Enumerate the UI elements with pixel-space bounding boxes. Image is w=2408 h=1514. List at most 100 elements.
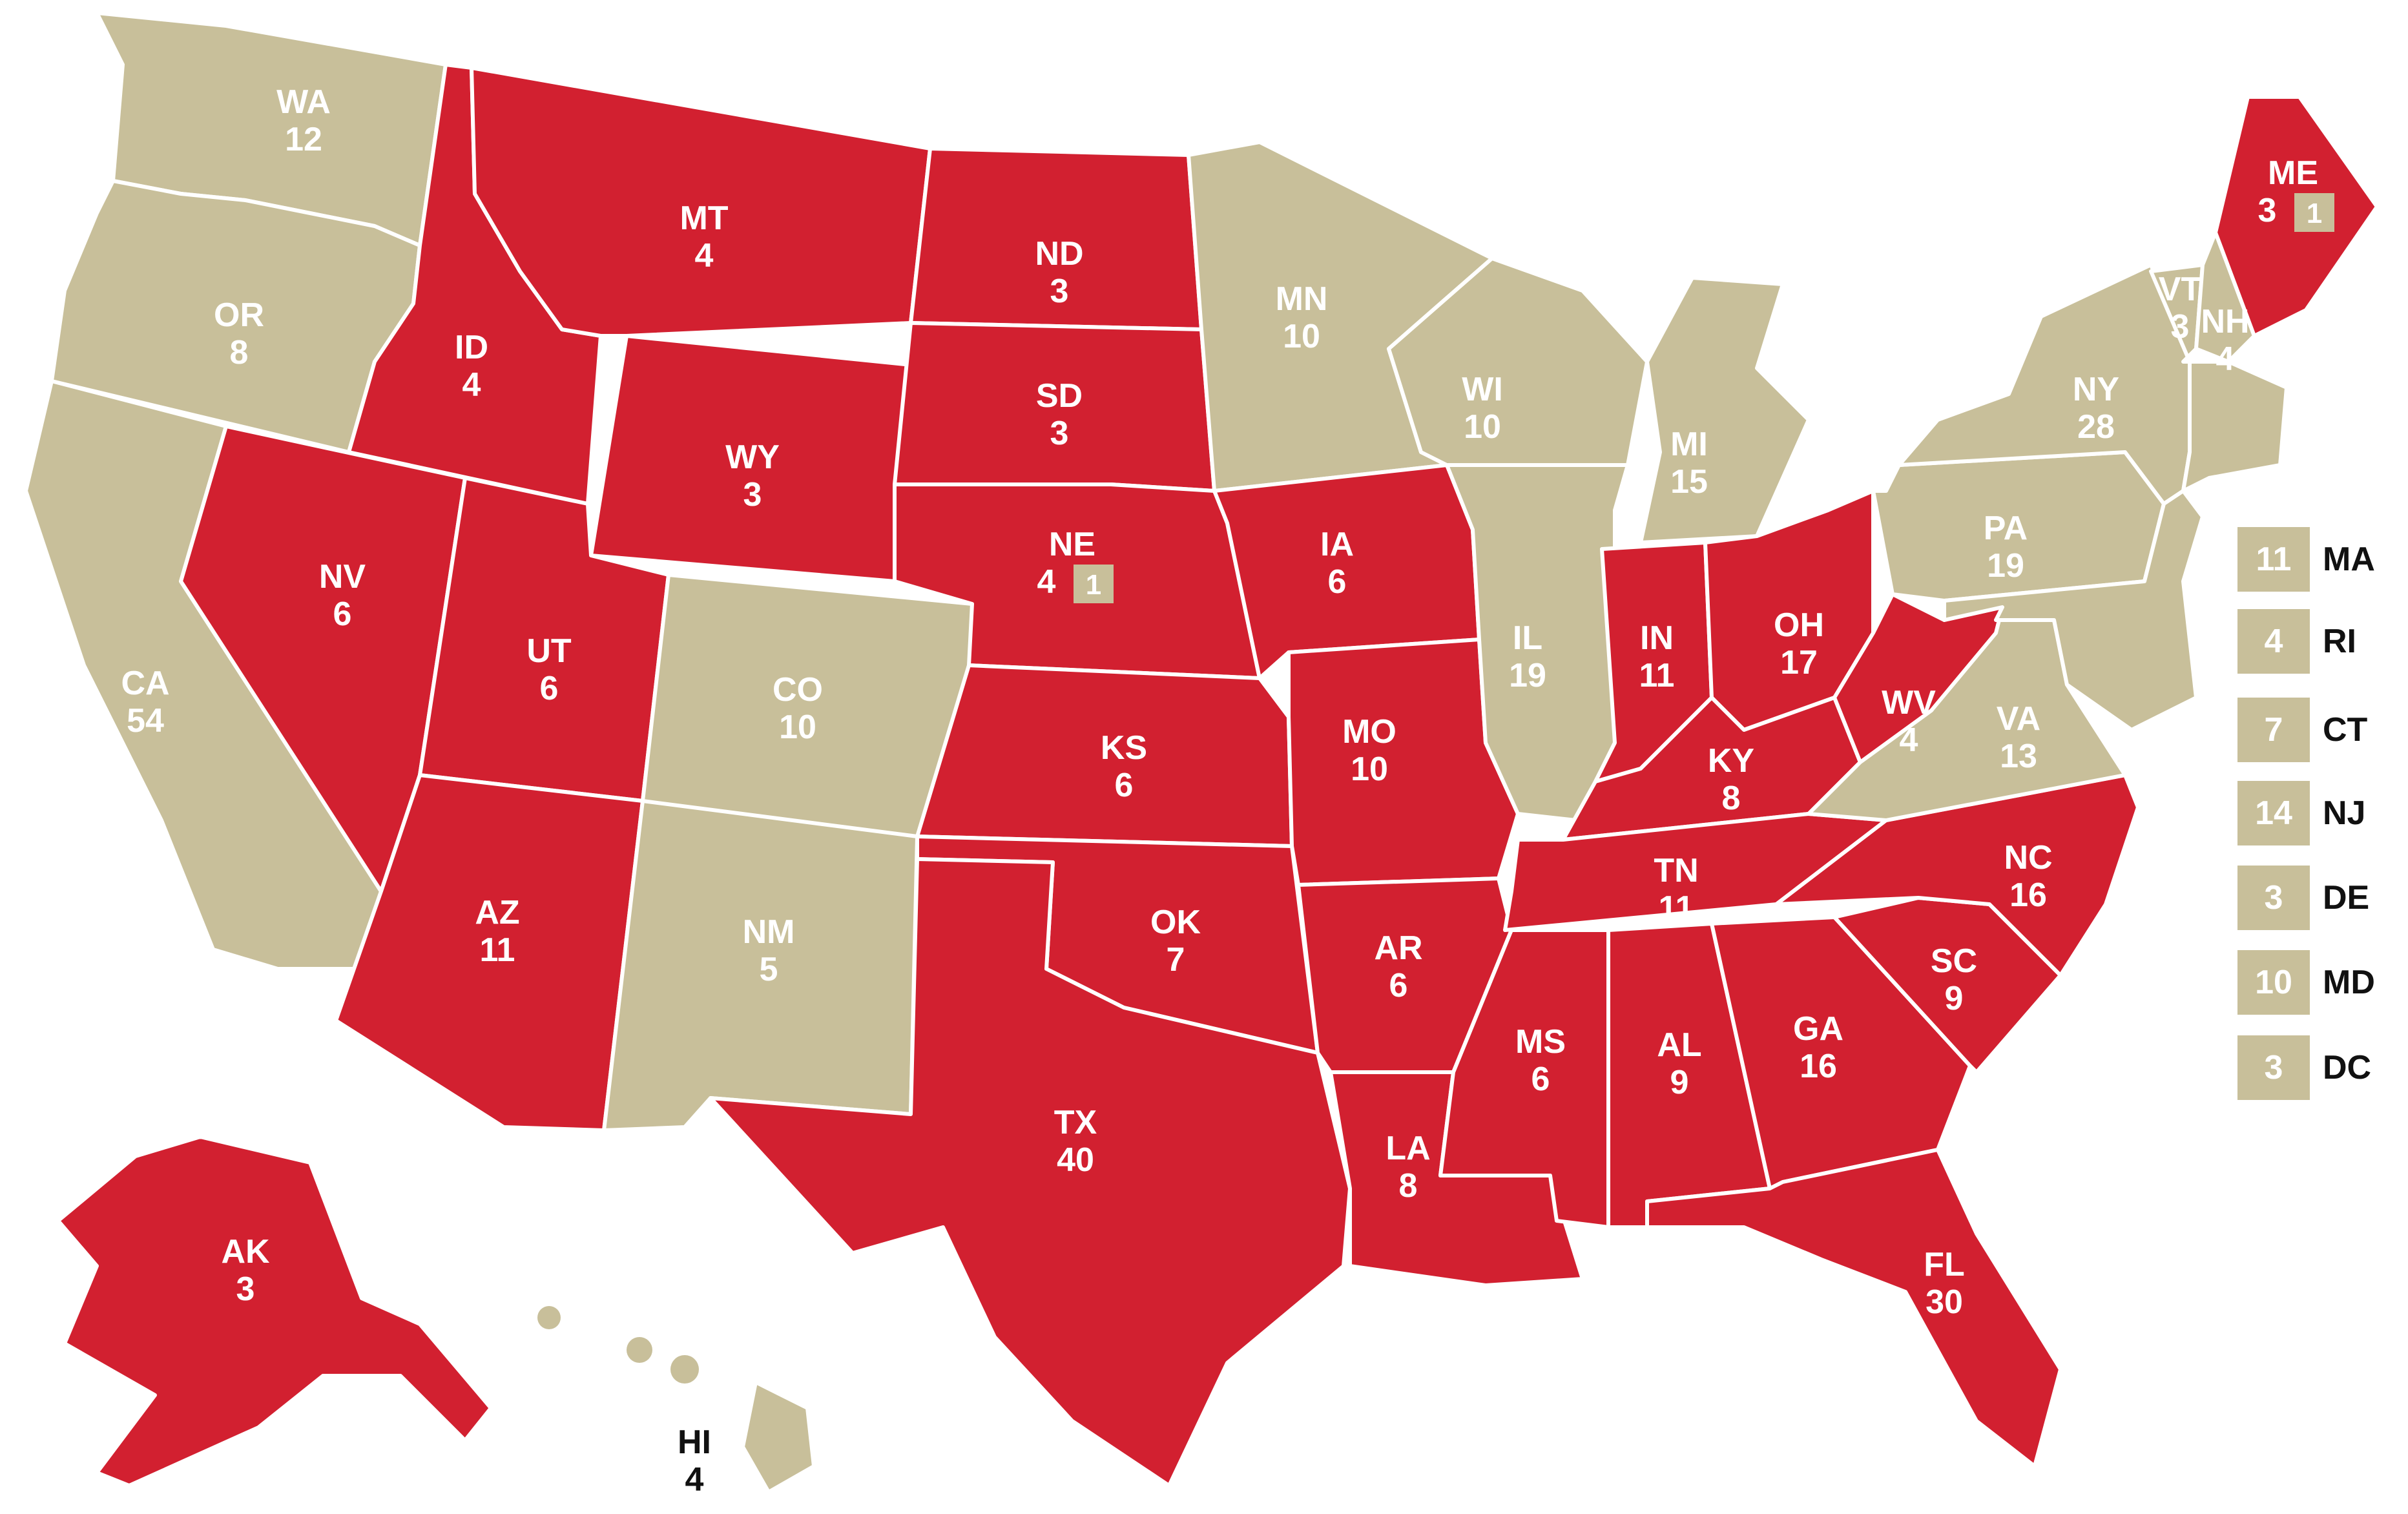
legend-state-abbr: DC	[2323, 1049, 2372, 1086]
state-votes: 6	[1328, 563, 1347, 601]
legend-votes-box: 4	[2237, 609, 2310, 674]
state-abbr: TX	[1054, 1104, 1097, 1141]
state-votes: 4	[695, 237, 714, 275]
state-abbr: TN	[1654, 852, 1698, 889]
state-label-la: LA8	[1386, 1130, 1430, 1205]
state-votes: 12	[285, 121, 322, 158]
state-abbr: NV	[319, 558, 366, 596]
state-abbr: AL	[1657, 1026, 1701, 1064]
state-abbr: MN	[1276, 280, 1328, 318]
state-votes: 40	[1057, 1141, 1094, 1179]
state-label-al: AL9	[1657, 1026, 1701, 1101]
legend-row-ma: 11 MA	[2237, 527, 2399, 592]
state-abbr: UT	[526, 632, 572, 670]
state-votes: 3	[236, 1270, 255, 1308]
state-votes: 8	[1722, 780, 1741, 817]
state-votes: 28	[2077, 408, 2115, 446]
state-abbr: WI	[1462, 371, 1503, 408]
state-votes: 3	[2171, 308, 2190, 346]
state-votes: 4	[2216, 340, 2235, 378]
state-shape-wi	[1387, 256, 1649, 467]
state-abbr: IL	[1513, 619, 1542, 657]
state-label-wv: WV4	[1882, 684, 1936, 759]
state-label-or: OR8	[214, 296, 264, 371]
state-shape-hi-island2	[627, 1337, 652, 1363]
state-abbr: OR	[214, 296, 264, 334]
state-abbr: NM	[743, 913, 795, 951]
state-abbr: CA	[121, 665, 169, 702]
state-votes: 3	[1050, 415, 1069, 452]
split-vote-box	[1074, 565, 1114, 603]
state-votes: 4	[1037, 563, 1056, 601]
state-label-ia: IA6	[1320, 526, 1354, 601]
state-abbr: SD	[1036, 377, 1083, 415]
state-votes: 19	[1509, 657, 1546, 694]
state-label-nh: NH4	[2201, 303, 2249, 378]
legend-state-abbr: DE	[2323, 879, 2370, 917]
state-label-sc: SC9	[1931, 942, 1977, 1017]
state-label-id: ID4	[455, 329, 488, 404]
legend-row-ri: 4 RI	[2237, 609, 2399, 674]
state-votes: 11	[1659, 889, 1694, 927]
state-abbr: VA	[1997, 700, 2040, 738]
state-votes: 4	[462, 366, 481, 404]
state-shape-tx	[709, 857, 1352, 1488]
state-votes: 30	[1925, 1283, 1963, 1321]
state-abbr: HI	[678, 1424, 711, 1461]
state-shape-hi-island	[670, 1355, 699, 1384]
state-abbr: ND	[1035, 235, 1083, 273]
state-shape-midatlantic	[1942, 489, 2205, 732]
state-votes: 10	[1464, 408, 1501, 446]
legend-votes-box: 14	[2237, 781, 2310, 845]
legend-state-abbr: MA	[2323, 541, 2375, 578]
state-votes: 15	[1670, 463, 1708, 501]
legend-votes-box: 10	[2237, 950, 2310, 1015]
legend-votes-box: 3	[2237, 866, 2310, 930]
state-votes: 13	[2000, 738, 2037, 775]
legend-state-abbr: MD	[2323, 964, 2375, 1001]
state-votes: 6	[333, 596, 352, 633]
legend-votes-box: 7	[2237, 698, 2310, 762]
legend-state-abbr: CT	[2323, 711, 2368, 749]
state-abbr: KY	[1708, 742, 1754, 780]
state-label-nm: NM5	[743, 913, 795, 988]
state-label-ok: OK7	[1150, 904, 1201, 979]
state-votes: 8	[230, 334, 249, 371]
state-label-ak: AK3	[221, 1233, 270, 1308]
state-label-vt: VT3	[2159, 271, 2202, 346]
state-label-ne: NE4 1	[1037, 526, 1114, 603]
legend-votes-box: 11	[2237, 527, 2310, 592]
state-shape-wv	[1832, 592, 2004, 764]
state-votes: 54	[127, 702, 164, 740]
state-abbr: NE	[1049, 526, 1095, 563]
state-votes: 7	[1167, 941, 1185, 979]
state-abbr: FL	[1924, 1246, 1965, 1283]
state-abbr: ME	[2268, 154, 2318, 192]
state-abbr: PA	[1984, 510, 2028, 547]
split-vote-box	[2294, 193, 2334, 232]
state-shape-nh	[2194, 231, 2256, 364]
state-abbr: NH	[2201, 303, 2249, 340]
state-votes: 11	[480, 931, 515, 969]
state-abbr: OH	[1774, 607, 1824, 644]
state-abbr: GA	[1793, 1010, 1843, 1048]
state-abbr: MS	[1515, 1023, 1566, 1061]
state-label-nv: NV6	[319, 558, 366, 633]
state-abbr: OK	[1150, 904, 1201, 941]
state-abbr: AR	[1374, 929, 1422, 967]
state-votes: 10	[1351, 751, 1388, 788]
state-shape-hi-island3	[537, 1306, 561, 1329]
state-abbr: AK	[221, 1233, 270, 1270]
state-shape-mi	[1639, 276, 1811, 544]
